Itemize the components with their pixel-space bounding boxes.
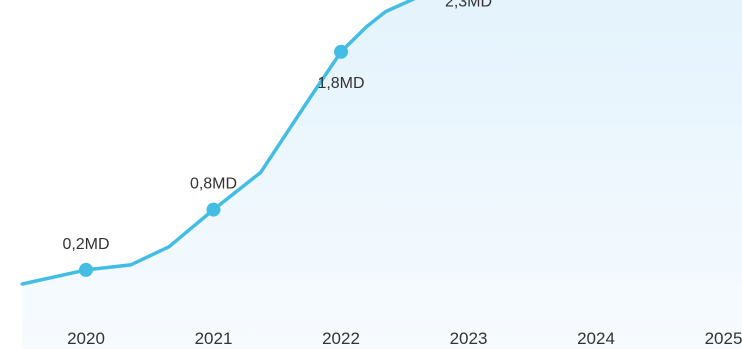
x-axis-tick-label: 2025	[705, 329, 742, 348]
data-point-marker	[79, 262, 93, 277]
x-axis-tick-label: 2021	[195, 329, 233, 348]
area-fill	[22, 0, 742, 349]
data-point-marker	[206, 202, 221, 217]
area-layer	[22, 0, 742, 349]
data-label: 0,2MD	[62, 236, 109, 253]
data-label: 2,3MD	[445, 0, 492, 10]
x-axis-tick-label: 2022	[322, 329, 360, 348]
data-label: 0,8MD	[190, 176, 237, 193]
data-point-marker	[334, 44, 348, 59]
x-axis-tick-label: 2023	[450, 329, 488, 348]
x-axis-tick-layer: 2020 2021 2022 2023 2024 2025	[67, 329, 742, 348]
data-label: 1,8MD	[317, 75, 364, 92]
marker-layer	[79, 44, 348, 277]
x-axis-tick-label: 2020	[67, 329, 105, 348]
x-axis-tick-label: 2024	[577, 329, 615, 348]
line-layer	[20, 0, 416, 286]
series-line	[20, 0, 416, 286]
